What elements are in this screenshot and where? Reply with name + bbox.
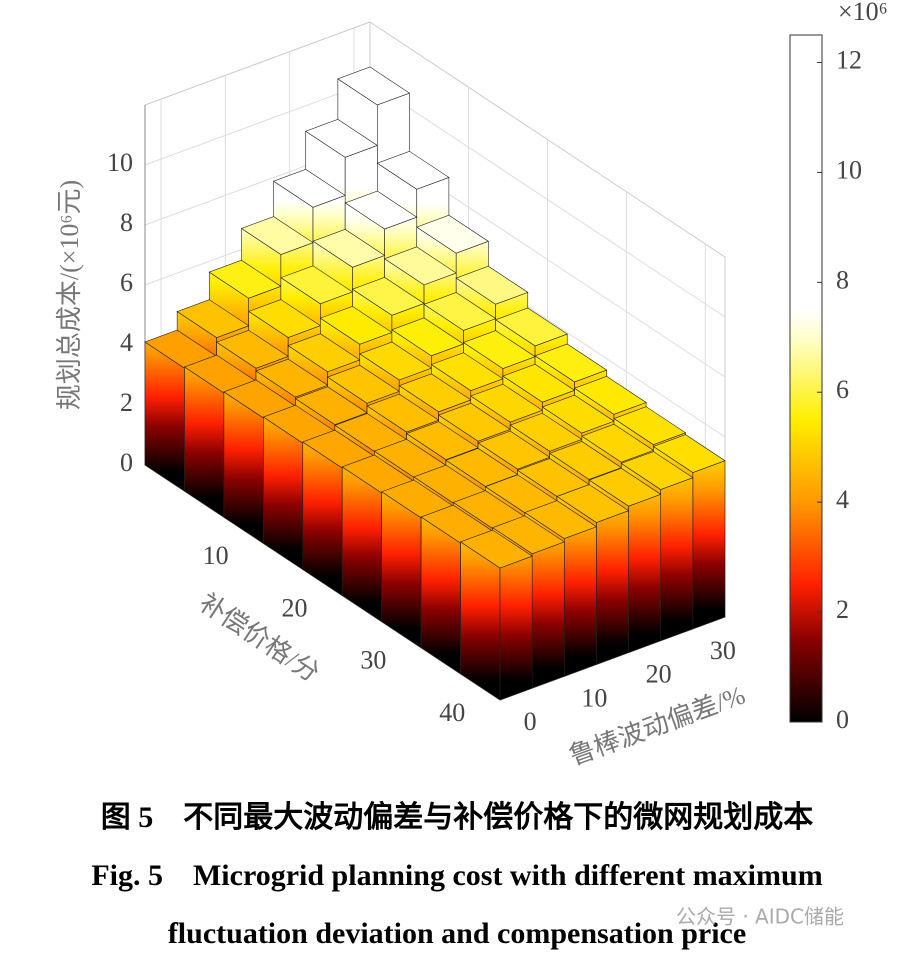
z-tick-label: 10 [107, 148, 133, 177]
bar-top [312, 228, 386, 268]
y-tick-label: 10 [581, 683, 607, 712]
y-tick-label: 20 [646, 660, 672, 689]
bar-side [660, 477, 694, 642]
watermark: 公众号 · AIDC储能 [676, 905, 844, 929]
colorbar-tick-label: 10 [836, 155, 862, 184]
bar-side [341, 466, 382, 623]
z-tick-label: 6 [120, 268, 133, 297]
bar-top [305, 119, 378, 158]
caption-en: fluctuation deviation and compensation p… [168, 917, 746, 950]
x-tick-label: 10 [203, 541, 229, 570]
bar-top [459, 529, 533, 569]
bar-top [455, 265, 529, 305]
colorbar-label: ×10⁶ [838, 0, 888, 26]
bar-top [573, 376, 647, 415]
z-tick-label: 4 [120, 328, 133, 357]
colorbar-tick-label: 8 [836, 265, 849, 294]
colorbar-tick-label: 6 [836, 375, 849, 404]
bar-side [302, 441, 343, 597]
bar-side [381, 491, 422, 649]
bar-top [376, 150, 450, 190]
bar-top [652, 434, 726, 473]
bar-side [563, 526, 597, 677]
caption-en: Fig. 5 Microgrid planning cost with diff… [91, 859, 822, 892]
bar-side [499, 555, 533, 701]
colorbar-tick-label: 0 [836, 705, 849, 734]
colorbar-tick-label: 4 [836, 485, 849, 514]
z-axis-label: 规划总成本/(×10⁶元) [55, 180, 84, 410]
bar-top [613, 406, 687, 445]
bar-side [420, 516, 461, 675]
bar-top [423, 292, 497, 331]
bar-side [692, 460, 726, 630]
bar-top [344, 190, 418, 230]
bar-top [588, 467, 662, 507]
bar-top [620, 451, 694, 490]
z-tick-label: 0 [120, 448, 133, 477]
bar-side [263, 416, 304, 571]
colorbar [789, 34, 823, 723]
bar-side [223, 391, 264, 544]
y-tick-label: 30 [710, 636, 736, 665]
z-tick-label: 8 [120, 208, 133, 237]
bar-side [460, 541, 501, 701]
bar-top [416, 214, 489, 254]
bar-side [628, 493, 662, 654]
bar-top [337, 66, 411, 106]
x-tick-label: 40 [439, 698, 465, 727]
colorbar-tick-label: 12 [836, 45, 862, 74]
colorbar-tick-label: 2 [836, 595, 849, 624]
bar-top [534, 343, 608, 383]
bar-top [383, 246, 457, 286]
bar [459, 529, 533, 701]
z-tick-label: 2 [120, 388, 133, 417]
y-tick-label: 0 [524, 707, 537, 736]
bar-side [596, 510, 629, 665]
bar-top [351, 277, 425, 316]
bar-top [494, 307, 568, 347]
x-tick-label: 20 [282, 593, 308, 622]
bar-top [272, 168, 346, 208]
bar-top [556, 484, 630, 523]
bar-top [524, 500, 598, 539]
x-tick-label: 30 [360, 646, 386, 675]
bar-side [531, 541, 565, 689]
caption-cn: 图 5 不同最大波动偏差与补偿价格下的微网规划成本 [101, 801, 814, 834]
bar-top [492, 515, 565, 555]
